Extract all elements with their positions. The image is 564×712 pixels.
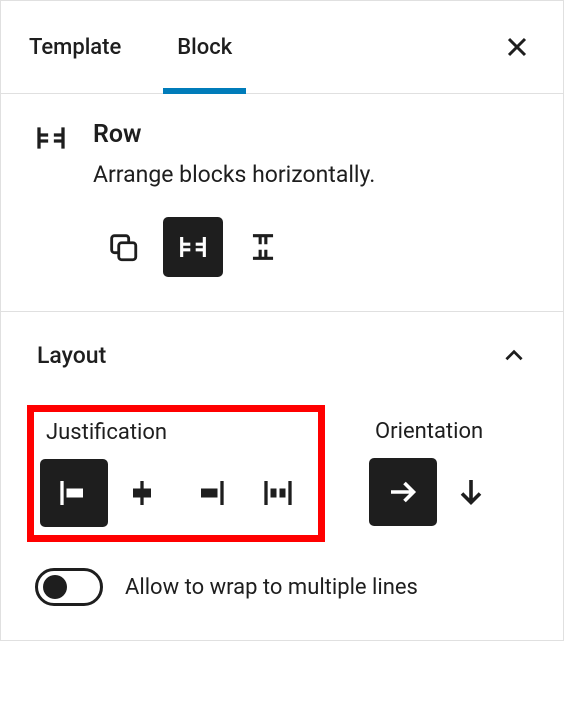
tab-block[interactable]: Block	[149, 1, 260, 93]
group-icon	[106, 230, 140, 264]
row-icon	[176, 230, 210, 264]
orientation-buttons	[369, 458, 505, 526]
block-title: Row	[93, 120, 375, 149]
layout-section: Layout Justification	[0, 312, 564, 641]
orientation-group: Orientation	[369, 405, 505, 542]
justification-label: Justification	[40, 420, 312, 445]
orientation-label: Orientation	[369, 419, 505, 444]
transform-stack-button[interactable]	[233, 217, 293, 277]
justify-space-between-button[interactable]	[244, 459, 312, 527]
transform-buttons	[93, 217, 375, 277]
layout-section-title: Layout	[37, 342, 106, 369]
justify-space-between-icon	[260, 475, 296, 511]
orientation-horizontal-button[interactable]	[369, 458, 437, 526]
justification-buttons	[40, 459, 312, 527]
justify-center-icon	[124, 475, 160, 511]
justification-group: Justification	[40, 420, 312, 527]
justify-right-icon	[192, 475, 228, 511]
arrow-right-icon	[385, 474, 421, 510]
close-icon	[505, 35, 529, 59]
wrap-toggle-row: Allow to wrap to multiple lines	[29, 568, 535, 606]
justify-left-icon	[56, 475, 92, 511]
orientation-vertical-button[interactable]	[437, 458, 505, 526]
block-card: Row Arrange blocks horizontally.	[0, 94, 564, 312]
row-block-icon	[33, 120, 69, 277]
close-button[interactable]	[499, 29, 535, 65]
layout-controls: Justification	[29, 405, 535, 542]
justify-center-button[interactable]	[108, 459, 176, 527]
justify-left-button[interactable]	[40, 459, 108, 527]
block-description: Arrange blocks horizontally.	[93, 159, 375, 191]
transform-group-button[interactable]	[93, 217, 153, 277]
wrap-toggle-label: Allow to wrap to multiple lines	[125, 575, 418, 600]
layout-section-header[interactable]: Layout	[29, 336, 535, 375]
stack-icon	[246, 230, 280, 264]
block-inspector-panel: Template Block Row Arrange blocks horizo…	[0, 0, 564, 641]
tab-template[interactable]: Template	[1, 1, 149, 93]
justification-highlight: Justification	[27, 405, 325, 542]
wrap-toggle[interactable]	[35, 568, 103, 606]
arrow-down-icon	[453, 474, 489, 510]
transform-row-button[interactable]	[163, 217, 223, 277]
justify-right-button[interactable]	[176, 459, 244, 527]
chevron-up-icon	[501, 343, 527, 369]
block-card-text: Row Arrange blocks horizontally.	[93, 120, 375, 277]
inspector-tabs: Template Block	[0, 0, 564, 94]
